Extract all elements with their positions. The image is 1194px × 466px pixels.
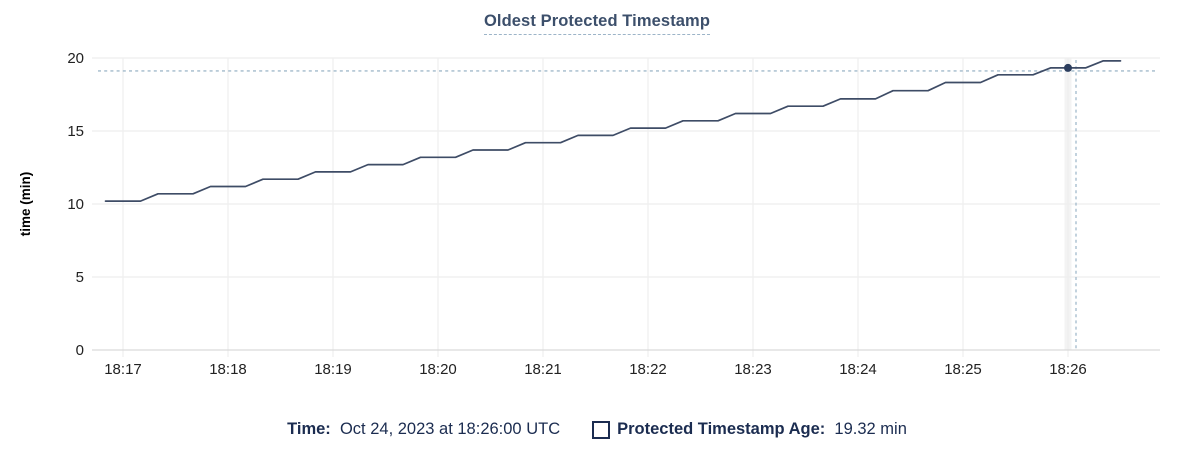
x-tick-label: 18:21 [524, 361, 562, 378]
x-tick-label: 18:24 [839, 361, 877, 378]
legend-time-value: Oct 24, 2023 at 18:26:00 UTC [335, 420, 561, 438]
legend-time: Time: Oct 24, 2023 at 18:26:00 UTC [287, 420, 560, 439]
x-tick-label: 18:25 [944, 361, 982, 378]
chart-title[interactable]: Oldest Protected Timestamp [483, 12, 711, 35]
x-tick-label: 18:20 [419, 361, 457, 378]
y-axis-title: time (min) [18, 172, 33, 237]
chart-legend: Time: Oct 24, 2023 at 18:26:00 UTC Prote… [0, 420, 1194, 439]
x-tick-label: 18:23 [734, 361, 772, 378]
hover-point-dot [1064, 63, 1072, 72]
legend-series-toggle[interactable]: Protected Timestamp Age: 19.32 min [592, 420, 907, 439]
chart-header: Oldest Protected Timestamp [0, 12, 1194, 35]
chart-plot-area[interactable]: 18:17 18:18 18:19 18:20 18:21 18:22 18:23 18:24… [0, 0, 1194, 400]
x-tick-label: 18:22 [629, 361, 667, 378]
y-tick-label: 10 [67, 196, 84, 213]
y-tick-label: 20 [67, 50, 84, 67]
x-tick-label: 18:17 [104, 361, 142, 378]
y-tick-label: 15 [67, 123, 84, 140]
x-tick-label: 18:18 [209, 361, 247, 378]
x-tick-label: 18:19 [314, 361, 352, 378]
y-tick-label: 0 [76, 342, 84, 359]
x-tick-label: 18:26 [1049, 361, 1087, 378]
legend-series-value: 19.32 min [829, 420, 907, 438]
series-checkbox[interactable] [592, 420, 611, 439]
y-tick-label: 5 [76, 269, 84, 286]
legend-time-label: Time: [287, 420, 336, 438]
legend-series-label: Protected Timestamp Age: [617, 420, 830, 438]
series-line [104, 60, 1122, 202]
